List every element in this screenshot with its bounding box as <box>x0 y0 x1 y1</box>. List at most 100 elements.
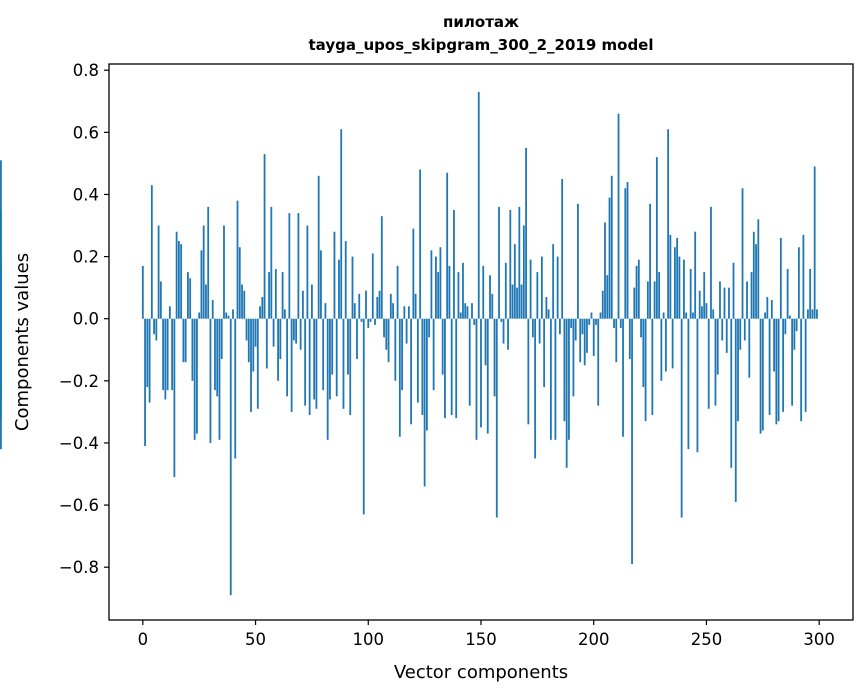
bar <box>694 231 697 319</box>
bar <box>685 312 688 319</box>
bar <box>259 306 261 319</box>
bar <box>719 281 721 319</box>
bar <box>538 318 541 344</box>
bar <box>793 318 796 350</box>
bar <box>761 318 764 431</box>
bar <box>782 318 785 412</box>
bar <box>365 290 367 319</box>
bar <box>588 318 591 325</box>
bar <box>392 303 394 319</box>
bar <box>331 318 334 375</box>
bar <box>0 262 2 319</box>
bar <box>601 290 604 319</box>
bar <box>637 259 640 319</box>
bar <box>552 244 555 319</box>
bar <box>410 318 413 425</box>
bar <box>543 318 546 388</box>
bar <box>644 318 647 422</box>
bar <box>563 318 566 422</box>
bar <box>378 290 381 319</box>
x-axis-ticks: 0 50 100 150 200 250 300 <box>138 620 835 649</box>
bar <box>247 318 250 363</box>
bar <box>531 318 534 338</box>
bar <box>701 306 703 319</box>
bar <box>482 265 485 319</box>
bar <box>520 284 523 319</box>
bar <box>604 222 606 319</box>
bar <box>256 318 259 409</box>
bar <box>432 318 435 391</box>
bar <box>480 318 482 428</box>
bar <box>270 206 273 319</box>
bar <box>202 225 205 319</box>
bar <box>191 318 194 381</box>
bar <box>495 318 498 518</box>
bar <box>500 318 503 322</box>
bar <box>261 296 264 319</box>
bar <box>196 318 198 434</box>
bar <box>297 213 300 319</box>
bar <box>613 318 615 329</box>
bar <box>403 306 406 319</box>
bar <box>730 318 733 468</box>
bar <box>504 262 507 319</box>
bar <box>779 237 782 319</box>
bar <box>146 318 149 388</box>
bar <box>387 318 390 363</box>
bar <box>622 318 624 437</box>
bar <box>723 287 726 319</box>
y-tick-label: 0.6 <box>73 123 99 142</box>
bar <box>205 284 207 319</box>
bar <box>148 318 151 403</box>
bar <box>579 318 582 363</box>
bar <box>574 318 577 341</box>
bar <box>349 318 352 415</box>
bar <box>223 225 225 319</box>
bar <box>468 318 471 406</box>
bar <box>511 284 514 319</box>
bar <box>0 315 2 319</box>
bar <box>615 318 618 363</box>
bar <box>171 318 174 391</box>
bar <box>599 312 602 319</box>
bar <box>306 225 309 319</box>
bar <box>173 318 176 478</box>
bar <box>617 113 620 319</box>
bar <box>655 157 658 319</box>
bar <box>423 318 426 487</box>
bar <box>725 318 728 353</box>
bar <box>777 318 780 422</box>
bar <box>583 318 586 366</box>
bar <box>414 293 417 319</box>
bar <box>141 265 144 319</box>
bar <box>734 318 737 502</box>
bar <box>811 309 814 319</box>
bar <box>153 318 155 335</box>
bar <box>277 318 279 381</box>
bar <box>177 241 180 319</box>
bar <box>646 281 649 319</box>
x-tick-label: 200 <box>578 630 610 649</box>
bar <box>633 287 636 319</box>
bar <box>556 256 559 319</box>
bar <box>320 250 322 319</box>
bar <box>759 318 762 434</box>
bar <box>631 318 633 565</box>
bar <box>198 312 201 319</box>
bar <box>428 318 431 338</box>
bar <box>430 250 433 319</box>
bar <box>396 265 399 319</box>
bar <box>764 312 766 319</box>
bars-group <box>0 91 818 596</box>
bar <box>288 213 291 319</box>
bar <box>628 318 631 360</box>
bar <box>572 318 575 397</box>
bar <box>175 231 178 319</box>
bar <box>250 318 252 412</box>
bar <box>184 318 187 363</box>
bar <box>272 318 275 347</box>
bar <box>642 318 645 388</box>
bar <box>466 306 469 319</box>
bar <box>243 290 246 319</box>
bar <box>437 272 440 319</box>
